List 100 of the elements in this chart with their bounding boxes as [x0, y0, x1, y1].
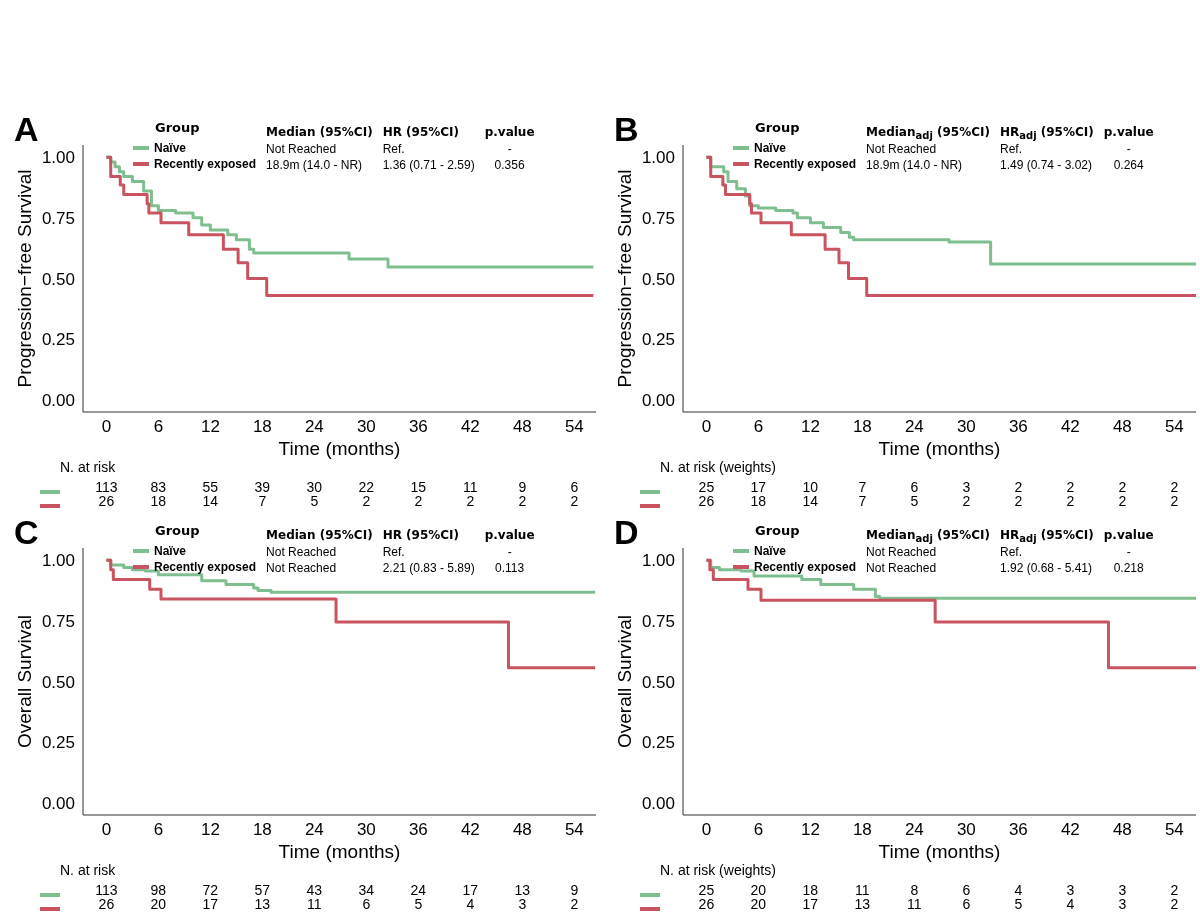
text: Median (95%CI) — [266, 528, 373, 542]
x-tick-label: 24 — [304, 820, 324, 840]
x-tick-label: 0 — [101, 820, 112, 840]
text: Median$_{adj}$ (95%CI) — [866, 528, 990, 545]
x-tick-label: 48 — [512, 417, 532, 437]
text: 26 20 17 13 11 6 5 4 3 2 — [98, 896, 579, 912]
text: HR$_{adj}$ (95%CI) — [999, 528, 1094, 545]
chart-title: C — [14, 513, 39, 552]
annotation: - — [1125, 545, 1132, 561]
legend-title: Group — [755, 120, 801, 137]
x-tick-label: 6 — [753, 820, 764, 840]
chart-title: B — [614, 110, 639, 149]
y-tick-label: 0.75 — [41, 208, 75, 228]
y-axis-title: Progression−free Survival — [613, 169, 635, 388]
text: N. at risk — [60, 862, 116, 878]
text: HR (95%CI) — [382, 528, 460, 542]
text: p.value — [1103, 125, 1154, 139]
annotation: Not Reached — [266, 561, 338, 577]
x-tick-label: 12 — [200, 417, 220, 437]
x-tick-label: 48 — [512, 820, 532, 840]
x-axis-title: Time (months) — [278, 438, 401, 459]
annotation: 18.9m (14.0 - NR) — [866, 158, 964, 174]
x-tick-label: 12 — [800, 820, 820, 840]
y-tick-label: 1.00 — [641, 551, 675, 571]
legend-label: Recently exposed — [753, 156, 857, 172]
x-tick-label: 6 — [153, 820, 164, 840]
annotation: 18.9m (14.0 - NR) — [266, 158, 364, 174]
y-tick-label: 0.25 — [641, 330, 675, 350]
y-tick-label: 0.75 — [41, 611, 75, 631]
x-tick-label: 42 — [1060, 820, 1080, 840]
text: 113 83 55 39 30 22 15 11 9 6 — [95, 479, 579, 495]
annotation: Not Reached — [266, 142, 338, 158]
legend-label: Recently exposed — [753, 559, 857, 575]
annotation: 0.264 — [1112, 158, 1145, 174]
y-tick-label: 1.00 — [641, 148, 675, 168]
x-tick-label: 12 — [800, 417, 820, 437]
x-tick-label: 6 — [753, 417, 764, 437]
annotation: 0.218 — [1112, 561, 1145, 577]
text: 113 98 72 57 43 34 24 17 13 9 — [95, 882, 579, 898]
annotation: Not Reached — [866, 561, 938, 577]
y-tick-label: 0.25 — [41, 330, 75, 350]
x-tick-label: 54 — [1164, 417, 1184, 437]
annotation: Ref. — [999, 142, 1023, 158]
y-tick-label: 0.50 — [41, 269, 75, 289]
x-tick-label: 12 — [200, 820, 220, 840]
x-tick-label: 48 — [1112, 417, 1132, 437]
x-tick-label: 36 — [1008, 820, 1028, 840]
x-tick-label: 24 — [904, 820, 924, 840]
text: 25 20 18 11 8 6 4 3 3 2 — [698, 882, 1179, 898]
text: 26 18 14 7 5 2 2 2 2 2 — [698, 493, 1179, 509]
legend-label: Recently exposed — [153, 559, 257, 575]
x-tick-label: 30 — [956, 417, 976, 437]
text: 25 17 10 7 6 3 2 2 2 2 — [698, 479, 1179, 495]
annotation: 1.92 (0.68 - 5.41) — [999, 561, 1094, 577]
y-tick-label: 0.00 — [641, 390, 675, 410]
text: p.value — [484, 528, 535, 542]
y-tick-label: 0.00 — [41, 390, 75, 410]
y-axis-title: Overall Survival — [613, 614, 635, 749]
x-tick-label: 0 — [701, 417, 712, 437]
annotation: Not Reached — [866, 545, 938, 561]
x-tick-label: 18 — [852, 820, 872, 840]
text: p.value — [484, 125, 535, 139]
text: Median$_{adj}$ (95%CI) — [866, 125, 990, 142]
annotation: 1.36 (0.71 - 2.59) — [382, 158, 475, 174]
text: 26 20 17 13 11 6 5 4 3 2 — [698, 896, 1179, 912]
x-axis-title: Time (months) — [878, 841, 1001, 862]
annotation: Ref. — [382, 545, 406, 561]
annotation: Not Reached — [866, 142, 938, 158]
x-tick-label: 54 — [1164, 820, 1184, 840]
chart-title: D — [614, 513, 639, 552]
y-tick-label: 0.00 — [41, 793, 75, 813]
x-tick-label: 36 — [408, 820, 428, 840]
y-axis-title: Overall Survival — [13, 614, 35, 749]
x-tick-label: 18 — [252, 417, 272, 437]
x-tick-label: 30 — [356, 820, 376, 840]
x-tick-label: 18 — [852, 417, 872, 437]
text: N. at risk (weights) — [660, 862, 776, 878]
text: N. at risk (weights) — [660, 459, 776, 475]
x-tick-label: 54 — [564, 820, 584, 840]
x-tick-label: 24 — [904, 417, 924, 437]
text: HR$_{adj}$ (95%CI) — [999, 125, 1094, 142]
annotation: Not Reached — [266, 545, 338, 561]
y-tick-label: 0.25 — [41, 733, 75, 753]
legend-label: Naïve — [753, 543, 788, 559]
annotation: Ref. — [999, 545, 1023, 561]
legend-title: Group — [755, 523, 801, 540]
legend-label: Recently exposed — [153, 156, 257, 172]
x-tick-label: 24 — [304, 417, 324, 437]
x-tick-label: 18 — [252, 820, 272, 840]
annotation: Ref. — [382, 142, 406, 158]
legend-title: Group — [155, 120, 201, 137]
y-tick-label: 0.75 — [641, 611, 675, 631]
y-tick-label: 0.25 — [641, 733, 675, 753]
x-tick-label: 30 — [956, 820, 976, 840]
annotation: - — [506, 545, 513, 561]
legend-title: Group — [155, 523, 201, 540]
x-tick-label: 48 — [1112, 820, 1132, 840]
x-tick-label: 36 — [1008, 417, 1028, 437]
annotation: - — [506, 142, 513, 158]
y-tick-label: 0.50 — [641, 269, 675, 289]
